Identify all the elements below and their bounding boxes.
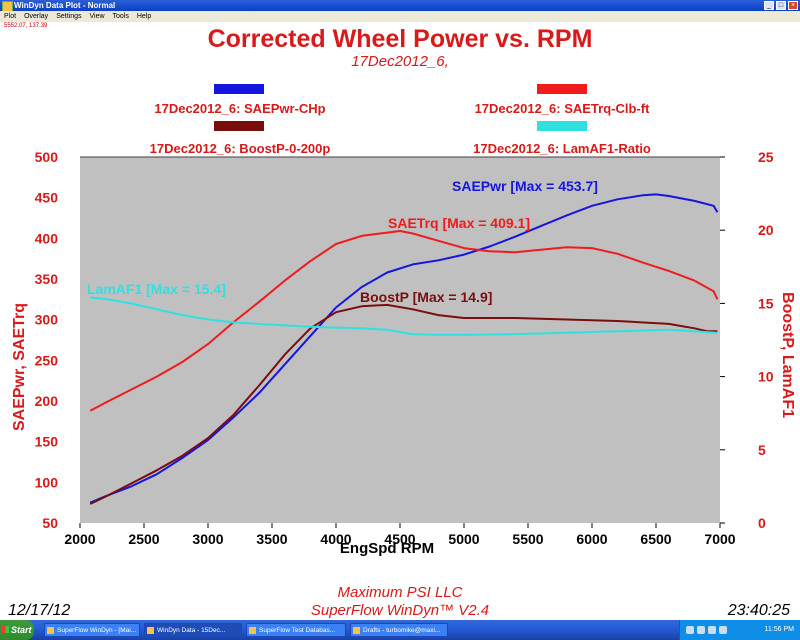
x-tick-label: 5500 [512, 531, 543, 547]
x-tick-label: 3000 [192, 531, 223, 547]
menu-overlay[interactable]: Overlay [24, 13, 49, 20]
legend-swatch-boost [214, 121, 264, 131]
footer-company: Maximum PSI LLC [337, 584, 462, 601]
task-label: Drafts - turbomike@maxi... [363, 627, 441, 634]
y-axis-left-title: SAEPwr, SAETrq [11, 303, 28, 431]
window-icon [47, 627, 54, 634]
series-lines [89, 193, 719, 505]
system-tray: 11:56 PM [679, 620, 800, 640]
y-axis-right-title: BoostP, LamAF1 [779, 292, 796, 418]
y-right-tick-label: 5 [758, 442, 766, 458]
x-tick-label: 4500 [384, 531, 415, 547]
window-icon [249, 627, 256, 634]
annotation-power-max: SAEPwr [Max = 453.7] [452, 178, 598, 194]
window-controls: _ □ × [764, 1, 798, 10]
task-button-drafts[interactable]: Drafts - turbomike@maxi... [350, 623, 448, 637]
tray-icon[interactable] [719, 626, 727, 634]
menu-tools[interactable]: Tools [112, 13, 129, 20]
y-left-tick-label: 450 [35, 190, 59, 206]
task-label: SuperFlow WinDyn - [Mai... [57, 627, 137, 634]
task-button-windyn[interactable]: WinDyn Data - 15Dec... [144, 623, 242, 637]
taskbar: Start SuperFlow WinDyn - [Mai... WinDyn … [0, 620, 800, 640]
chart-svg[interactable]: Corrected Wheel Power vs. RPM 17Dec2012_… [0, 22, 800, 619]
y-right-tick-label: 10 [758, 369, 774, 385]
menu-help[interactable]: Help [136, 13, 152, 20]
maximize-button[interactable]: □ [776, 1, 786, 10]
task-label: SuperFlow Test Databas... [259, 627, 336, 634]
legend-label-boost: 17Dec2012_6: BoostP-0-200p [150, 141, 331, 156]
menu-plot[interactable]: Plot [4, 13, 17, 20]
annotation-boost-max: BoostP [Max = 14.9] [360, 289, 492, 305]
y-left-tick-label: 150 [35, 434, 59, 450]
legend-label-power: 17Dec2012_6: SAEPwr-CHp [154, 101, 325, 116]
mail-icon [353, 627, 360, 634]
legend-label-torque: 17Dec2012_6: SAETrq-Clb-ft [475, 101, 651, 116]
menu-settings[interactable]: Settings [56, 13, 82, 20]
menu-view[interactable]: View [89, 13, 105, 20]
x-tick-label: 2000 [64, 531, 95, 547]
series-line-lamaf1-ratio [90, 296, 718, 336]
y-left-tick-label: 250 [35, 352, 59, 368]
window-titlebar: WinDyn Data Plot - Normal _ □ × [0, 0, 800, 12]
annotation-torque-max: SAETrq [Max = 409.1] [388, 215, 530, 231]
x-tick-label: 6000 [576, 531, 607, 547]
y-left-tick-label: 400 [35, 230, 59, 246]
chart-area: Corrected Wheel Power vs. RPM 17Dec2012_… [0, 22, 800, 619]
y-left-tick-label: 500 [35, 149, 59, 165]
series-line-saepwr-chp [89, 193, 719, 504]
footer-date: 12/17/12 [8, 602, 70, 619]
task-button-database[interactable]: SuperFlow Test Databas... [246, 623, 346, 637]
y-left-tick-label: 300 [35, 312, 59, 328]
task-label: WinDyn Data - 15Dec... [157, 627, 226, 634]
y-left-tick-label: 200 [35, 393, 59, 409]
x-tick-label: 7000 [704, 531, 735, 547]
series-line-saetrq-clb-ft [89, 230, 719, 412]
tray-icon[interactable] [697, 626, 705, 634]
y-left-tick-label: 100 [35, 474, 59, 490]
tray-icons [686, 626, 727, 634]
legend-swatch-torque [537, 84, 587, 94]
series-line-boostp-0-200p [89, 303, 718, 505]
close-button[interactable]: × [788, 1, 798, 10]
task-button-superflow[interactable]: SuperFlow WinDyn - [Mai... [44, 623, 140, 637]
start-button[interactable]: Start [0, 620, 34, 640]
tray-icon[interactable] [708, 626, 716, 634]
chart-title: Corrected Wheel Power vs. RPM [208, 25, 593, 53]
x-tick-label: 2500 [128, 531, 159, 547]
x-tick-label: 5000 [448, 531, 479, 547]
minimize-button[interactable]: _ [764, 1, 774, 10]
window-icon [147, 627, 154, 634]
y-left-tick-label: 350 [35, 271, 59, 287]
y-right-tick-label: 0 [758, 515, 766, 531]
menu-bar: Plot Overlay Settings View Tools Help [0, 11, 800, 22]
legend-label-lambda: 17Dec2012_6: LamAF1-Ratio [473, 141, 651, 156]
legend-swatch-power [214, 84, 264, 94]
y-axis-right-ticks: 25 20 15 10 5 0 [720, 149, 774, 531]
x-tick-label: 4000 [320, 531, 351, 547]
x-tick-label: 6500 [640, 531, 671, 547]
x-axis-title: EngSpd RPM [340, 540, 434, 557]
window-title: WinDyn Data Plot - Normal [14, 1, 116, 10]
x-axis-ticks: 2000 2500 3000 3500 4000 4500 5000 5500 6000 6500… [64, 523, 736, 547]
y-axis-left-ticks: 500 450 400 350 300 250 200 150 100 50 [35, 149, 59, 531]
legend-swatch-lambda [537, 121, 587, 131]
cursor-readout: 5552.07, 137.39 [4, 23, 48, 29]
plot-background [80, 157, 720, 523]
clock: 11:56 PM [764, 626, 794, 633]
chart-subtitle: 17Dec2012_6, [351, 53, 449, 70]
y-right-tick-label: 15 [758, 295, 774, 311]
footer-time: 23:40:25 [727, 602, 790, 619]
x-tick-label: 3500 [256, 531, 287, 547]
annotation-lambda-max: LamAF1 [Max = 15.4] [87, 281, 226, 297]
y-right-tick-label: 20 [758, 222, 774, 238]
y-left-tick-label: 50 [42, 515, 58, 531]
y-right-tick-label: 25 [758, 149, 774, 165]
footer-software: SuperFlow WinDyn™ V2.4 [311, 602, 489, 619]
tray-icon[interactable] [686, 626, 694, 634]
